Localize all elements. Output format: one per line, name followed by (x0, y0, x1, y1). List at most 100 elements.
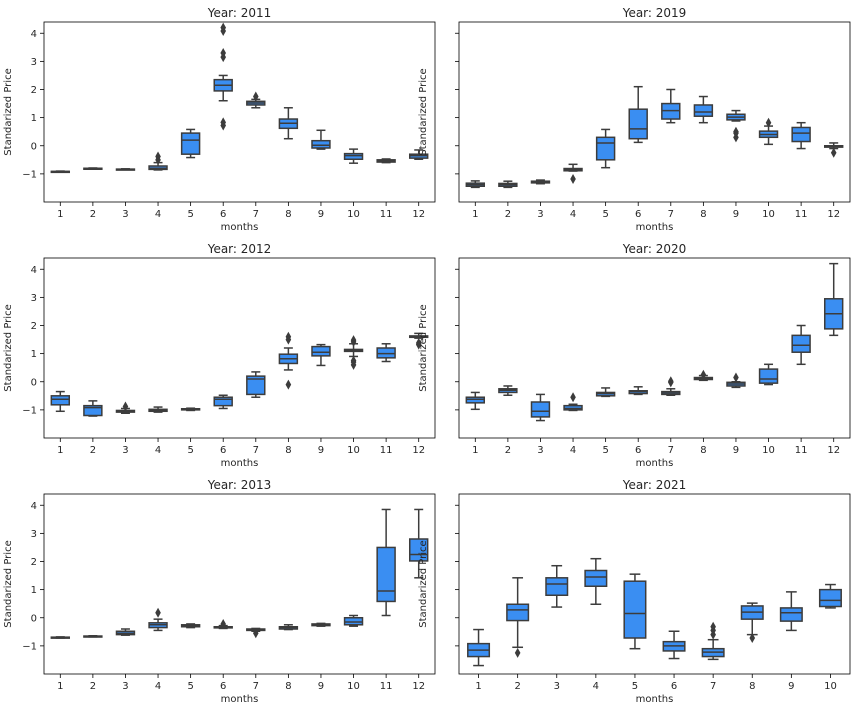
x-tick-label: 5 (632, 681, 638, 692)
y-tick-label: −1 (22, 169, 37, 180)
box-month-3 (530, 393, 551, 422)
box-month-8 (693, 95, 714, 124)
x-tick-label: 5 (187, 209, 193, 220)
box-month-3 (530, 179, 551, 185)
box-iqr (376, 546, 396, 603)
x-tick-label: 4 (155, 445, 161, 456)
box-iqr (595, 136, 616, 161)
box-month-8 (278, 624, 299, 631)
box-month-11 (791, 324, 811, 366)
outlier-point (122, 401, 129, 412)
box-iqr (408, 538, 429, 562)
box-iqr (311, 139, 331, 149)
x-axis-label: months (221, 694, 259, 705)
box-month-5 (180, 128, 201, 159)
box-iqr (758, 368, 779, 384)
x-axis-label: months (221, 458, 259, 469)
axes-frame (43, 21, 436, 203)
box-month-1 (465, 391, 486, 411)
box-iqr (213, 396, 233, 407)
axes-frame (458, 257, 851, 439)
chart-title: Year: 2013 (207, 478, 272, 492)
chart-title: Year: 2012 (207, 242, 272, 256)
y-tick-label: 4 (31, 265, 37, 276)
x-tick-label: 8 (700, 209, 706, 220)
box-month-5 (180, 623, 201, 629)
y-axis-label: Standarized Price (418, 68, 429, 155)
x-tick-label: 1 (57, 445, 63, 456)
y-tick-label: 0 (31, 377, 37, 388)
box-month-5 (180, 407, 201, 412)
axes-frame (458, 493, 851, 675)
box-month-6 (662, 630, 686, 660)
x-tick-label: 3 (122, 681, 128, 692)
chart-panel-6: Year: 2021 Standarized Price months 1 2 3 4 5 6 7… (418, 478, 851, 705)
box-iqr (693, 104, 714, 117)
x-tick-label: 4 (155, 209, 161, 220)
box-month-8 (278, 331, 299, 390)
box-month-4 (584, 557, 608, 605)
axes-frame (458, 21, 851, 203)
box-month-9 (311, 343, 331, 367)
x-axis-label: months (221, 222, 259, 233)
axes-frame (43, 257, 436, 439)
box-month-6 (213, 394, 233, 410)
box-month-4 (563, 392, 583, 412)
y-tick-label: −1 (22, 641, 37, 652)
y-axis-label: Standarized Price (3, 68, 14, 155)
box-month-10 (343, 148, 364, 164)
box-iqr (530, 401, 551, 418)
x-tick-label: 11 (795, 445, 808, 456)
box-month-2 (83, 167, 103, 170)
x-tick-label: 7 (253, 209, 259, 220)
y-tick-label: 2 (31, 557, 37, 568)
x-tick-label: 5 (602, 445, 608, 456)
x-tick-label: 2 (514, 681, 520, 692)
y-tick-label: 3 (31, 529, 37, 540)
x-axis-label: months (636, 694, 674, 705)
box-month-2 (506, 577, 530, 658)
x-tick-label: 1 (57, 681, 63, 692)
x-tick-label: 9 (318, 681, 324, 692)
box-month-6 (628, 386, 648, 396)
x-tick-label: 1 (472, 209, 478, 220)
box-month-9 (726, 109, 746, 143)
x-tick-label: 11 (380, 681, 393, 692)
x-tick-label: 9 (318, 209, 324, 220)
outlier-point (700, 369, 707, 380)
chart-title: Year: 2020 (622, 242, 687, 256)
box-month-7 (661, 88, 681, 124)
box-month-10 (758, 117, 779, 146)
x-tick-label: 11 (380, 445, 393, 456)
outlier-point (220, 22, 227, 33)
x-tick-label: 8 (700, 445, 706, 456)
box-month-1 (467, 628, 491, 667)
box-iqr (83, 404, 103, 417)
outlier-point (155, 607, 161, 618)
box-month-2 (498, 180, 518, 189)
x-tick-label: 9 (733, 445, 739, 456)
y-tick-label: 3 (31, 293, 37, 304)
y-tick-label: 4 (31, 501, 37, 512)
box-iqr (180, 132, 201, 155)
box-iqr (791, 126, 811, 143)
x-tick-label: 10 (347, 209, 360, 220)
outlier-point (749, 633, 756, 643)
x-tick-label: 7 (668, 209, 674, 220)
y-tick-label: 0 (31, 613, 37, 624)
box-month-7 (661, 376, 681, 396)
x-tick-label: 8 (285, 681, 291, 692)
x-tick-label: 10 (762, 209, 775, 220)
box-month-10 (343, 335, 364, 370)
box-iqr (343, 152, 364, 160)
x-tick-label: 1 (475, 681, 481, 692)
box-month-6 (628, 85, 648, 144)
box-month-11 (791, 121, 811, 150)
x-tick-label: 11 (380, 209, 393, 220)
x-tick-label: 5 (187, 681, 193, 692)
box-month-12 (823, 262, 844, 337)
axes-frame (43, 493, 436, 675)
